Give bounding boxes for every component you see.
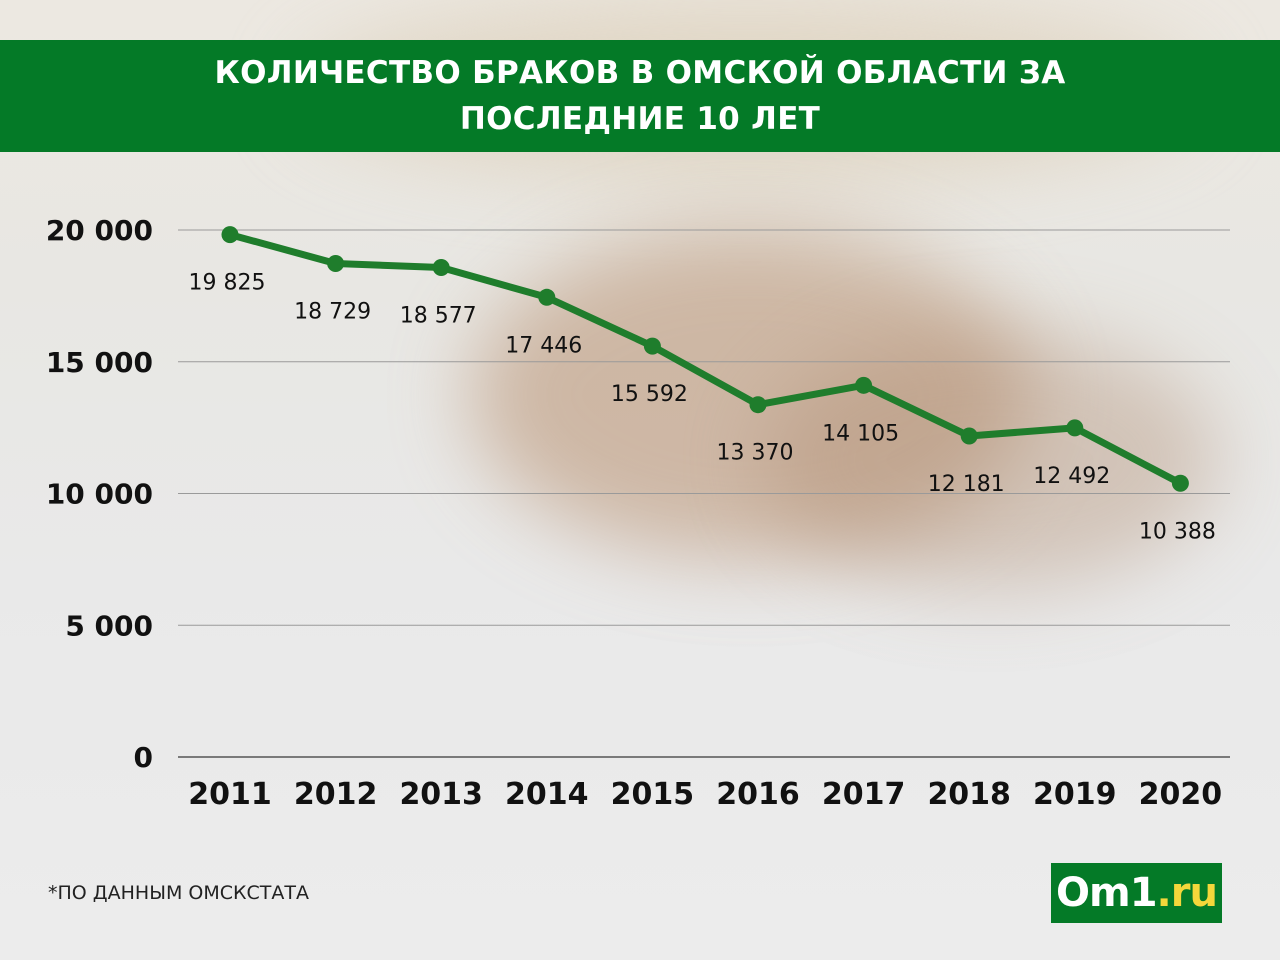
data-label: 10 388 (1139, 519, 1216, 544)
x-tick-label: 2014 (505, 777, 589, 812)
y-axis-tick-labels: 0 5 000 10 000 15 000 20 000 (46, 214, 153, 774)
data-label: 18 729 (294, 299, 371, 324)
data-label: 12 181 (928, 472, 1005, 497)
data-point (855, 376, 873, 394)
data-point (432, 258, 450, 276)
y-tick-label: 0 (134, 741, 153, 774)
y-tick-label: 15 000 (46, 346, 153, 379)
data-point (327, 254, 345, 272)
data-label: 18 577 (400, 303, 477, 328)
x-tick-label: 2020 (1139, 777, 1223, 812)
logo-accent-text: .ru (1156, 870, 1218, 916)
background-ring-blur (470, 230, 1030, 560)
title-banner: КОЛИЧЕСТВО БРАКОВ В ОМСКОЙ ОБЛАСТИ ЗА ПО… (0, 40, 1280, 152)
x-tick-label: 2018 (927, 777, 1011, 812)
data-label: 13 370 (717, 441, 794, 466)
y-tick-label: 10 000 (46, 478, 153, 511)
x-tick-label: 2019 (1033, 777, 1117, 812)
om1-logo: Om1 .ru (1051, 863, 1222, 923)
data-labels: 19 825 18 729 18 577 17 446 15 592 13 370 14 1… (189, 271, 1216, 545)
logo-main-text: Om1 (1056, 870, 1158, 916)
data-label: 12 492 (1033, 464, 1110, 489)
data-point (960, 427, 978, 445)
data-label: 15 592 (611, 382, 688, 407)
x-tick-label: 2015 (611, 777, 695, 812)
data-point (643, 337, 661, 355)
data-label: 14 105 (822, 421, 899, 446)
y-tick-label: 5 000 (65, 609, 153, 642)
x-tick-label: 2012 (294, 777, 378, 812)
data-label: 19 825 (189, 271, 266, 296)
x-tick-label: 2017 (822, 777, 906, 812)
data-point (221, 226, 239, 244)
data-label: 17 446 (505, 333, 582, 358)
data-point (538, 288, 556, 306)
source-note: *ПО ДАННЫМ ОМСКСТАТА (48, 882, 309, 904)
chart-title-line-2: ПОСЛЕДНИЕ 10 ЛЕТ (459, 101, 821, 137)
data-point (1171, 474, 1189, 492)
data-point (749, 396, 767, 414)
data-points (221, 226, 1189, 492)
chart-title-line-1: КОЛИЧЕСТВО БРАКОВ В ОМСКОЙ ОБЛАСТИ ЗА (214, 55, 1066, 91)
x-tick-label: 2016 (716, 777, 800, 812)
x-axis-tick-labels: 2011 2012 2013 2014 2015 2016 2017 2018 2019 2020 (188, 777, 1222, 812)
grid-lines (178, 229, 1230, 758)
y-tick-label: 20 000 (46, 214, 153, 247)
series-line (226, 231, 1184, 487)
x-tick-label: 2011 (188, 777, 272, 812)
data-point (1066, 419, 1084, 437)
x-tick-label: 2013 (399, 777, 483, 812)
